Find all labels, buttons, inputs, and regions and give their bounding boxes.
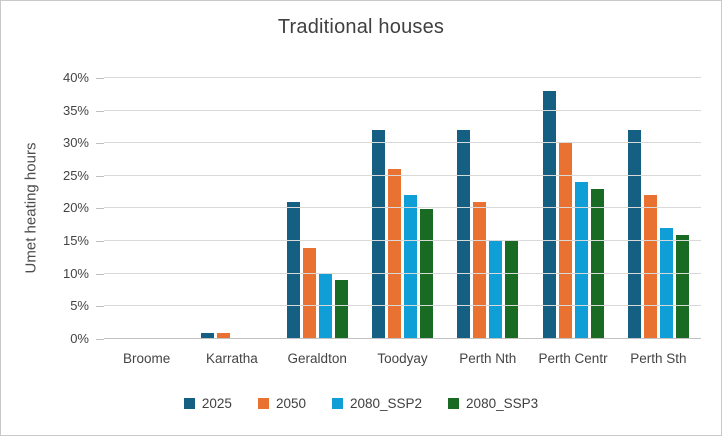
y-tick-label: 30%	[62, 135, 89, 150]
legend-swatch-icon	[257, 398, 269, 409]
bar-group-perth-centr	[530, 78, 615, 339]
gridline	[104, 175, 701, 176]
y-tick-label: 25%	[62, 168, 89, 183]
gridline	[104, 273, 701, 274]
bar-2080_SSP2	[403, 195, 417, 339]
bar-group-geraldton	[275, 78, 360, 339]
gridline	[104, 240, 701, 241]
legend-label: 2080_SSP3	[466, 396, 539, 411]
bar-2050	[558, 143, 572, 339]
legend-item-2080_SSP3: 2080_SSP3	[448, 396, 538, 411]
bar-2025	[457, 130, 471, 339]
x-axis-label: Perth Nth	[459, 351, 517, 366]
bar-2080_SSP2	[318, 273, 332, 339]
y-tick-label: 15%	[62, 233, 89, 248]
x-axis-label: Perth Centr	[538, 351, 608, 366]
bar-2080_SSP2	[574, 182, 588, 339]
bar-2050	[302, 247, 316, 339]
bar-group-toodyay	[360, 78, 445, 339]
y-tick-label: 40%	[62, 70, 89, 85]
bar-2025	[627, 130, 641, 339]
y-axis-title: Umet heating hours	[22, 142, 40, 274]
x-axis-line	[104, 338, 701, 339]
y-tick-label: 20%	[62, 200, 89, 215]
bar-2025	[371, 130, 385, 339]
y-tick-mark	[96, 306, 104, 307]
y-tick-label: 0%	[70, 331, 89, 346]
x-axis-label: Perth Sth	[630, 351, 687, 366]
bar-2080_SSP2	[489, 241, 503, 339]
bar-2080_SSP3	[675, 234, 689, 339]
bar-2080_SSP3	[334, 280, 348, 339]
y-tick-mark	[96, 241, 104, 242]
legend-swatch-icon	[448, 398, 460, 409]
gridline	[104, 207, 701, 208]
legend-label: 2025	[201, 396, 232, 411]
bar-2050	[217, 332, 231, 339]
chart-title: Traditional houses	[277, 16, 445, 38]
legend-item-2080_SSP2: 2080_SSP2	[331, 396, 423, 411]
bar-group-perth-nth	[445, 78, 530, 339]
x-axis-label: Karratha	[206, 351, 258, 366]
x-axis-label: Toodyay	[377, 351, 428, 366]
bar-2025	[542, 91, 556, 339]
y-tick-mark	[96, 176, 104, 177]
y-tick-label: 10%	[62, 266, 89, 281]
bar-2050	[643, 195, 657, 339]
legend-swatch-icon	[183, 398, 195, 409]
bar-2080_SSP3	[590, 188, 604, 339]
y-tick-mark	[96, 208, 104, 209]
gridline	[104, 110, 701, 111]
gridline	[104, 77, 701, 78]
plot-area	[104, 77, 701, 339]
y-tick-mark	[96, 274, 104, 275]
bar-2050	[387, 169, 401, 339]
legend-item-2025: 2025	[183, 396, 232, 411]
bar-2080_SSP3	[505, 241, 519, 339]
legend: 2025 2050 2080_SSP2 2080_SSP3	[1, 396, 721, 411]
bar-2025	[286, 202, 300, 339]
bar-group-perth-sth	[616, 78, 701, 339]
bar-group-karratha	[189, 78, 274, 339]
x-axis-label: Broome	[123, 351, 171, 366]
bars-layer	[104, 78, 701, 339]
y-tick-label: 5%	[70, 298, 89, 313]
y-tick-mark	[96, 78, 104, 79]
bar-2025	[201, 332, 215, 339]
x-axis-label: Geraldton	[287, 351, 347, 366]
legend-item-2050: 2050	[257, 396, 306, 411]
y-tick-mark	[96, 339, 104, 340]
legend-swatch-icon	[331, 398, 343, 409]
y-tick-mark	[96, 143, 104, 144]
bar-2050	[473, 202, 487, 339]
gridline	[104, 305, 701, 306]
x-axis-labels: Broome Karratha Geraldton Toodyay Perth Nth P…	[104, 351, 701, 366]
y-tick-label: 35%	[62, 103, 89, 118]
legend-label: 2050	[275, 396, 306, 411]
y-tick-mark	[96, 111, 104, 112]
gridline	[104, 142, 701, 143]
bar-group-broome	[104, 78, 189, 339]
bar-2080_SSP2	[659, 228, 673, 339]
legend-label: 2080_SSP2	[349, 396, 423, 411]
